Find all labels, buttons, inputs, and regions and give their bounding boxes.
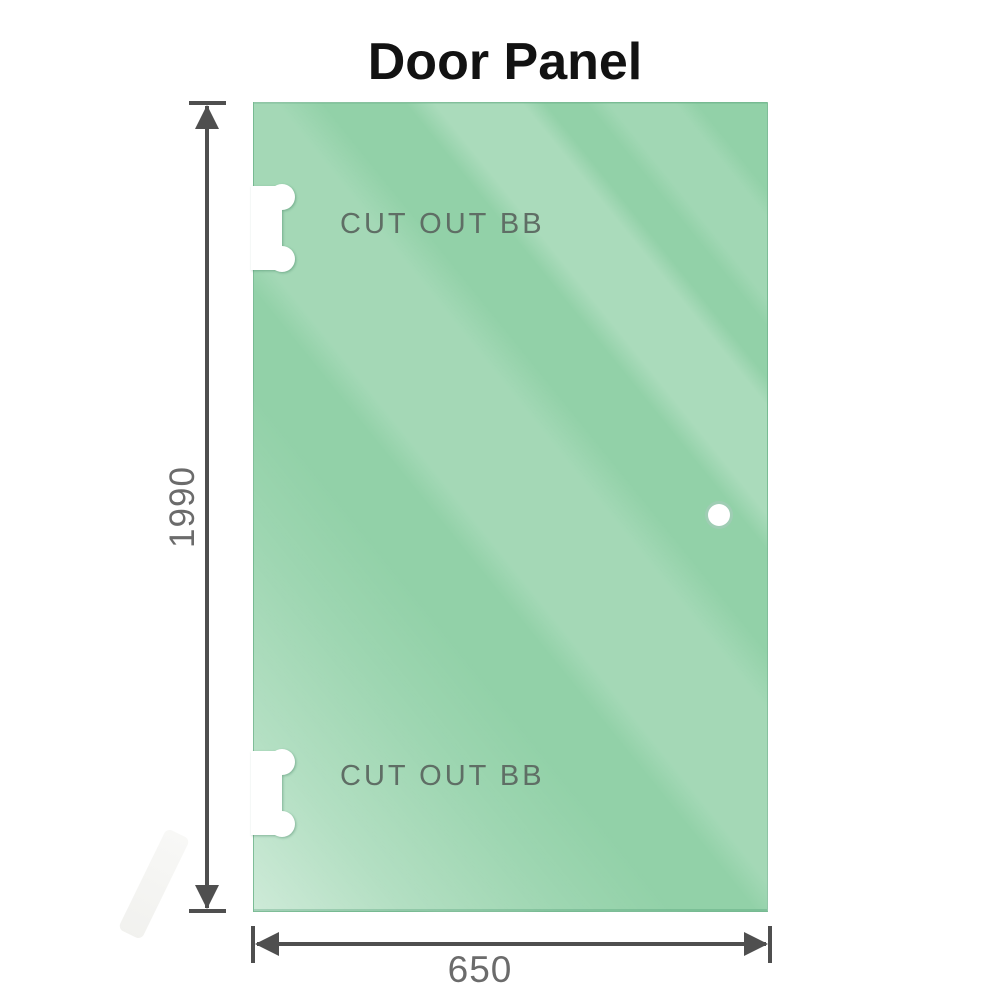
handle-hole-icon [705, 501, 733, 529]
page-title: Door Panel [367, 33, 643, 91]
cutout-top-label: CUT OUT BB [340, 208, 545, 240]
glass-panel: CUT OUT BB CUT OUT BB [251, 102, 768, 912]
background-reflection-streak [117, 827, 191, 941]
hinge-cutout-bottom-icon [251, 749, 295, 837]
cutout-bottom-label: CUT OUT BB [340, 760, 545, 792]
hinge-cutout-top-icon [251, 184, 295, 272]
height-dimension-label: 1990 [163, 466, 202, 548]
width-dimension-label: 650 [447, 949, 513, 990]
